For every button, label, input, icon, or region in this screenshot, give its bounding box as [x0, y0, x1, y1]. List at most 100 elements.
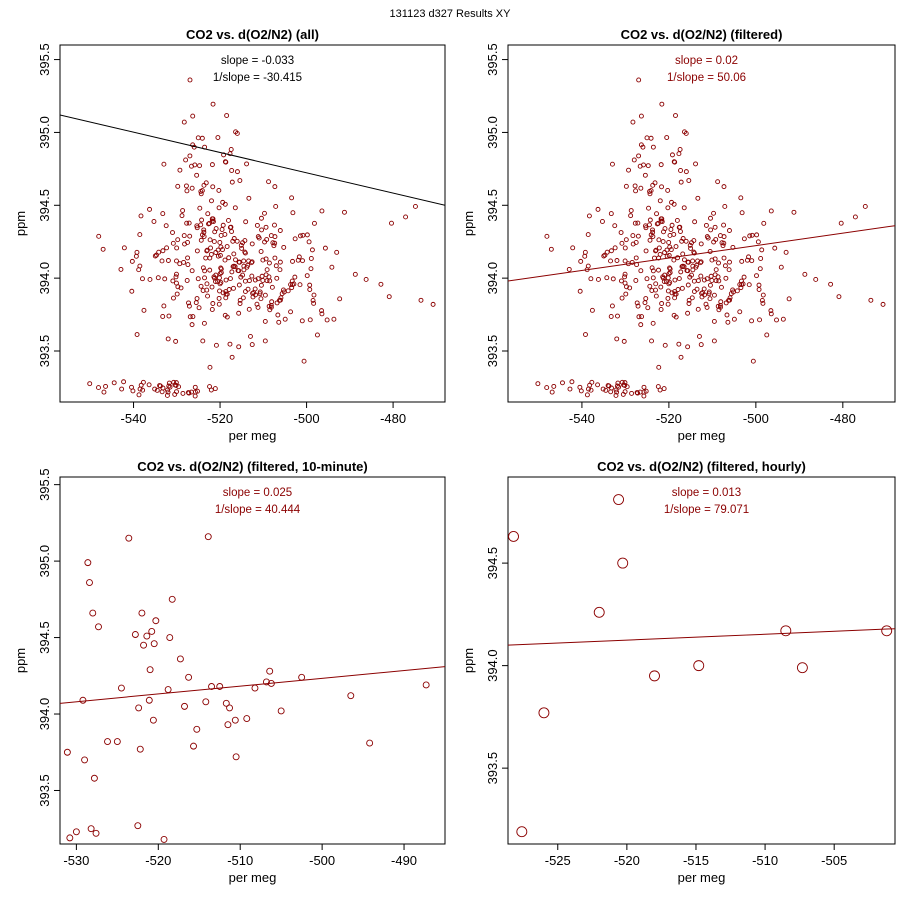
- data-point: [209, 198, 214, 204]
- data-point: [140, 641, 148, 649]
- data-point: [202, 275, 207, 281]
- data-point: [601, 253, 607, 259]
- data-point: [712, 224, 718, 230]
- data-point: [300, 258, 305, 264]
- data-point: [234, 238, 240, 244]
- data-point: [272, 234, 278, 240]
- data-point: [535, 381, 541, 387]
- data-point: [754, 273, 759, 279]
- data-point: [691, 250, 697, 256]
- data-point: [609, 161, 615, 167]
- data-point: [636, 314, 642, 320]
- data-point: [609, 303, 615, 309]
- data-point: [136, 392, 142, 398]
- data-point: [319, 308, 324, 314]
- panel-title: CO2 vs. d(O2/N2) (filtered, hourly): [597, 459, 806, 474]
- slope-text: slope = 0.02: [675, 55, 738, 67]
- data-point: [66, 834, 74, 842]
- data-point: [184, 278, 190, 283]
- data-point: [413, 204, 418, 209]
- data-point: [84, 559, 92, 567]
- data-point: [757, 317, 762, 323]
- data-point: [229, 168, 235, 173]
- data-point: [172, 382, 178, 388]
- data-point: [665, 301, 671, 307]
- data-point: [649, 338, 654, 344]
- data-point: [612, 223, 618, 229]
- data-point: [621, 338, 627, 344]
- data-point: [638, 185, 644, 191]
- data-point: [211, 239, 217, 245]
- data-point: [213, 342, 219, 348]
- data-point: [745, 257, 750, 263]
- data-point: [619, 295, 625, 301]
- data-point: [685, 259, 691, 265]
- data-point: [231, 285, 236, 291]
- data-point: [236, 282, 242, 288]
- data-point: [813, 277, 819, 282]
- data-point: [129, 288, 135, 294]
- data-point: [615, 313, 620, 319]
- x-axis-label: per meg: [678, 428, 726, 443]
- data-point: [273, 204, 279, 209]
- inverse-slope-text: 1/slope = 40.444: [215, 504, 301, 516]
- data-point: [103, 383, 109, 389]
- data-point: [582, 253, 588, 259]
- data-point: [618, 278, 624, 284]
- data-point: [224, 721, 232, 729]
- data-point: [253, 292, 258, 298]
- data-point: [306, 239, 312, 245]
- data-point: [687, 242, 693, 248]
- data-point: [645, 163, 651, 169]
- data-point: [739, 210, 745, 216]
- data-point: [187, 77, 193, 83]
- x-tick-label: -520: [656, 411, 682, 426]
- data-point: [589, 307, 595, 313]
- data-point: [236, 259, 242, 265]
- data-point: [245, 286, 251, 292]
- x-tick-label: -480: [830, 411, 856, 426]
- data-point: [289, 195, 295, 201]
- data-point: [319, 311, 325, 317]
- data-point: [653, 247, 659, 253]
- data-point: [649, 265, 655, 271]
- data-point: [508, 531, 519, 542]
- data-point: [656, 364, 662, 370]
- data-point: [686, 301, 692, 306]
- data-layer: [60, 77, 445, 399]
- data-point: [768, 308, 774, 314]
- data-point: [617, 557, 629, 569]
- data-point: [603, 387, 609, 393]
- data-point: [689, 295, 695, 301]
- y-tick-label: 394.5: [485, 547, 500, 580]
- y-tick-label: 393.5: [37, 774, 52, 807]
- data-point: [308, 266, 314, 272]
- data-point: [698, 273, 704, 279]
- data-point: [675, 287, 681, 292]
- data-point: [165, 336, 171, 342]
- data-point: [189, 268, 195, 274]
- data-point: [604, 249, 610, 255]
- data-point: [628, 213, 634, 219]
- data-point: [660, 239, 666, 245]
- data-point: [760, 300, 766, 306]
- data-point: [189, 163, 194, 169]
- data-point: [183, 183, 189, 189]
- data-point: [430, 301, 436, 307]
- data-point: [170, 278, 176, 284]
- data-point: [165, 258, 171, 263]
- data-point: [289, 285, 295, 291]
- data-point: [290, 210, 296, 216]
- data-point: [780, 316, 786, 322]
- data-point: [337, 296, 343, 302]
- data-point: [727, 259, 732, 265]
- data-point: [227, 276, 233, 282]
- data-point: [277, 707, 285, 715]
- data-point: [352, 271, 358, 277]
- data-point: [150, 640, 158, 648]
- data-point: [185, 239, 190, 245]
- fit-line: [60, 666, 445, 704]
- data-point: [199, 217, 205, 223]
- data-point: [307, 317, 313, 323]
- data-point: [608, 248, 614, 254]
